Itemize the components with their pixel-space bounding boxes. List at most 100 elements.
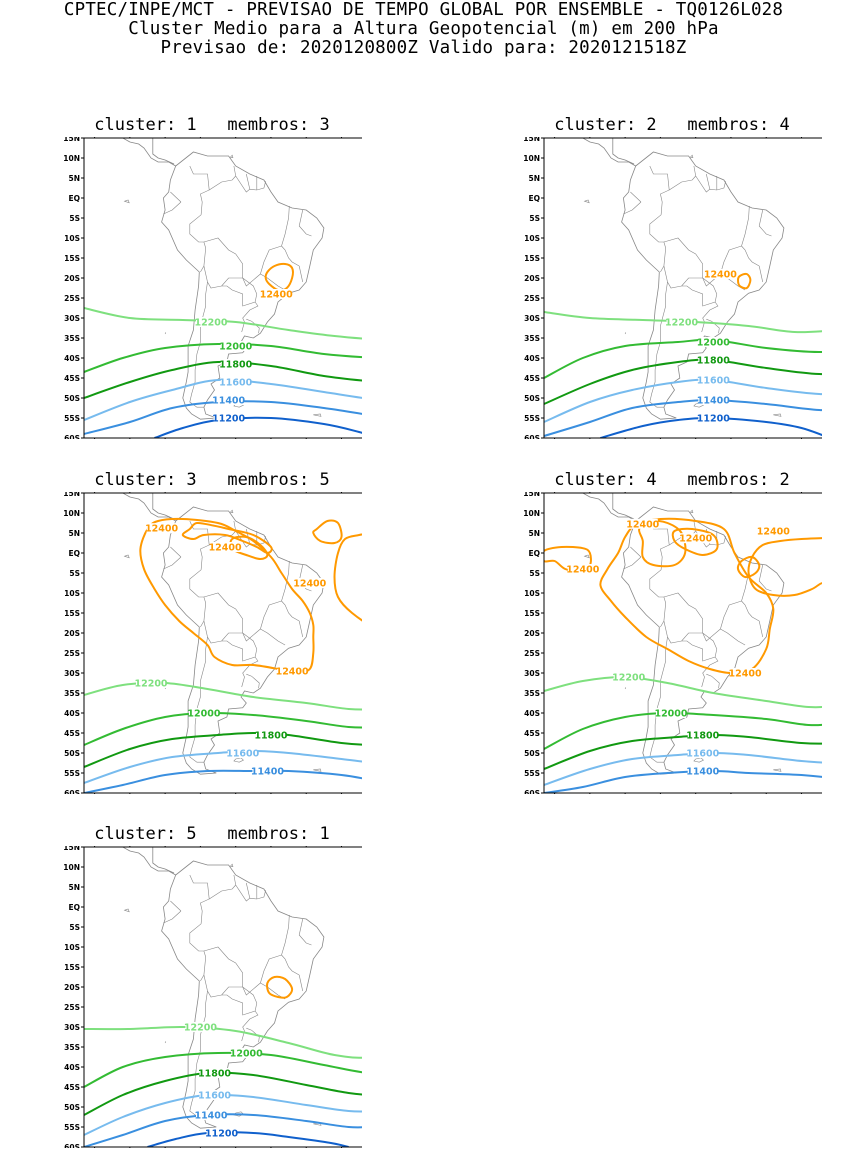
lat-tick-label: 10N [523,154,540,163]
map-frame [83,846,362,1148]
map-cluster-3: 12200 12000 11800 11600 11400 12400 12400 12400… [63,492,362,794]
contour-label: 11400 [686,767,719,778]
contour-12200 [84,307,362,340]
lat-tick-label: 20S [64,274,80,283]
contour-12400 [638,519,687,568]
contour-label: 12400 [145,524,178,535]
country-border [203,946,243,996]
country-border [246,173,251,190]
country-border [203,974,258,1016]
island [229,863,234,867]
island [313,413,322,417]
lat-tick-label: 10N [63,509,80,518]
coastline-central-america [121,493,176,522]
coastline-central-america [133,493,175,520]
country-border [758,564,772,592]
lat-tick-label: 40S [64,1063,80,1072]
panel-cluster-4: cluster: 4 membros: 2 12200 12000 11800 116… [480,470,822,800]
country-border [203,620,258,662]
contour-label-bg [220,341,251,351]
lat-tick-label: 45S [524,374,540,383]
country-border [758,620,763,638]
country-border [189,569,207,628]
lat-tick-label: 5N [529,174,541,183]
island [689,509,694,513]
contour-label: 12400 [276,667,309,678]
country-border [720,600,746,646]
coastline-central-america [133,138,175,165]
contour-label: 12200 [612,673,645,684]
lat-tick-label: 25S [64,1003,80,1012]
lat-tick-label: 10S [64,234,80,243]
lat-tick-label: 10N [523,509,540,518]
country-border [242,273,261,287]
country-border [189,990,208,1117]
lat-tick-label: 30S [524,669,540,678]
country-border [630,191,642,203]
map-frame [83,137,362,439]
country-border [630,546,642,558]
contour-label: 12200 [665,318,698,329]
contour-label: 11200 [212,414,245,425]
contour-11800 [544,358,822,405]
lat-tick-label: 10S [524,234,540,243]
contour-label: 12400 [293,579,326,590]
contour-label-bg [666,317,697,327]
contour-label: 12000 [219,342,252,353]
header-line-2: Cluster Medio para a Altura Geopotencial… [128,19,719,39]
header-line-1: CPTEC/INPE/MCT - PREVISAO DE TEMPO GLOBA… [63,0,784,20]
contour-label-bg [294,578,325,588]
lat-tick-label: 50S [64,394,80,403]
contour-label-bg [705,269,736,279]
country-border [663,265,718,307]
country-border [758,265,763,283]
contour-label-bg [698,355,729,365]
contour-label-bg [199,1068,230,1078]
country-border [209,165,237,191]
contour-12400 [264,262,294,292]
lat-tick-label: 45S [524,729,540,738]
country-border [298,209,312,237]
lat-tick-label: 35S [64,334,80,343]
lat-tick-label: 15S [524,609,540,618]
contour-label-bg [758,526,789,536]
contour-label-bg [730,668,761,678]
country-border [298,974,303,992]
contour-11400 [544,770,822,793]
contour-label-bg [195,317,226,327]
country-border [203,265,258,307]
country-border [209,520,237,546]
lat-tick-label: EQ [529,194,541,203]
map-layer: 12200 12000 11800 11600 11400 11200 12400 [84,138,362,438]
contour-12000 [544,711,822,750]
lat-tick-label: 25S [524,649,540,658]
lat-tick-label: EQ [69,549,81,558]
contour-label: 12400 [757,527,790,538]
contour-label: 12200 [134,679,167,690]
country-border [758,209,772,237]
country-border [242,628,261,642]
map-layer: 12200 12000 11800 11600 11400 11200 12400 [544,138,822,438]
contour-label: 11600 [686,749,719,760]
contour-label-bg [220,359,251,369]
lat-tick-label: 5S [529,569,540,578]
coastline-central-america [121,847,176,876]
map-cluster-4: 12200 12000 11800 11600 11400 12400 12400 12400… [523,492,822,794]
lat-tick-label: 5S [69,569,80,578]
panel-cluster-2: cluster: 2 membros: 4 12200 12000 11800 116… [480,115,822,445]
contour-label-bg [195,1110,226,1120]
lat-tick-label: 60S [64,434,80,439]
country-border [203,237,243,287]
lat-tick-label: 40S [524,354,540,363]
contour-12400 [266,975,294,999]
country-border [246,673,260,689]
country-border [189,874,210,924]
country-border [170,191,182,203]
contour-label-bg [210,542,241,552]
island [773,768,782,772]
contour-label-bg [255,730,286,740]
contour-label-bg [687,748,718,758]
contour-label: 12400 [566,565,599,576]
country-border [203,592,243,642]
country-border [170,546,182,558]
